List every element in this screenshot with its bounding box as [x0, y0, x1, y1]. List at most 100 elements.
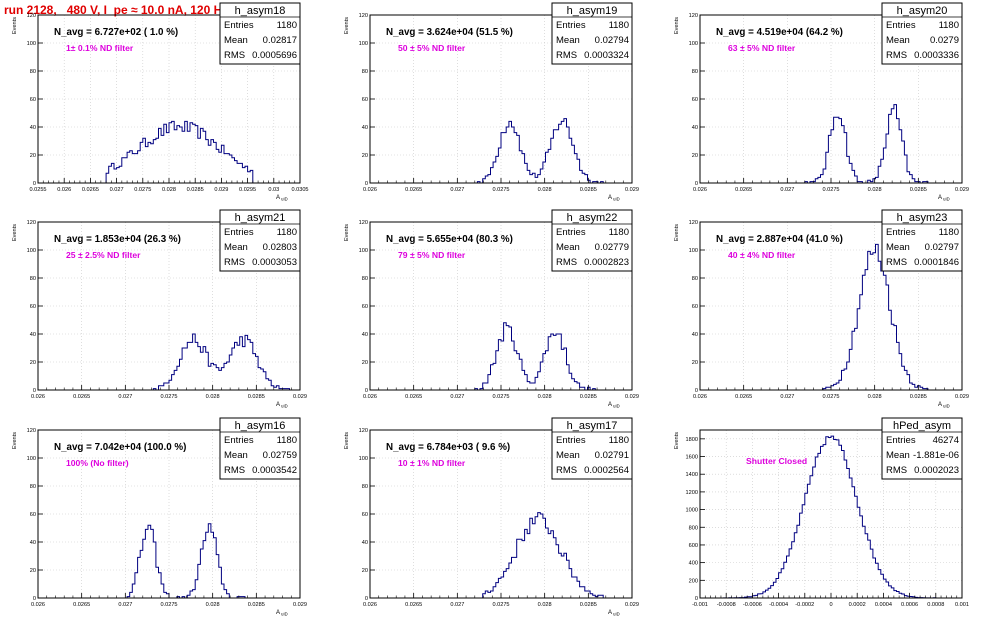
stats-value: 1180 [277, 227, 297, 238]
y-tick-label: 0 [33, 388, 36, 394]
x-tick-label: 0.0275 [822, 187, 839, 193]
x-tick-label: 0.0265 [73, 602, 90, 608]
x-tick-label: 0.0004 [875, 602, 892, 608]
y-tick-label: 120 [359, 428, 368, 434]
y-tick-label: 120 [27, 13, 36, 19]
stats-value: 0.02794 [595, 35, 629, 46]
x-tick-label: 0.0305 [291, 187, 308, 193]
stats-key: RMS [886, 465, 907, 476]
y-tick-label: 20 [30, 360, 36, 366]
y-tick-label: 40 [30, 125, 36, 131]
x-tick-label: 0.0285 [910, 187, 927, 193]
navg-label: N_avg = 5.655e+04 (80.3 %) [386, 234, 513, 245]
y-tick-label: 40 [362, 332, 368, 338]
histogram-pad-h_asym18: 0.0255 0.026 0.0265 0.027 0.0275 0.028 0.0285 0… [12, 2, 309, 202]
y-tick-label: 40 [362, 125, 368, 131]
y-axis-label: Events [674, 432, 680, 449]
y-tick-label: 600 [689, 543, 698, 549]
y-axis-label: Events [12, 17, 18, 34]
x-tick-label: 0.0295 [239, 187, 256, 193]
x-tick-label: 0.0002 [849, 602, 866, 608]
x-tick-label: 0.0285 [248, 394, 265, 400]
y-tick-label: 60 [30, 97, 36, 103]
y-tick-label: 100 [359, 41, 368, 47]
x-tick-label: 0.0265 [405, 602, 422, 608]
x-tick-label: 0.029 [625, 602, 639, 608]
x-tick-label: 0.0285 [580, 394, 597, 400]
y-tick-label: 60 [30, 304, 36, 310]
x-tick-label: 0.0285 [580, 187, 597, 193]
y-tick-label: 80 [362, 276, 368, 282]
histogram-pad-h_asym22: 0.026 0.0265 0.027 0.0275 0.028 0.0285 0.029 0 2… [344, 209, 639, 409]
stats-value: 0.0003053 [252, 257, 297, 268]
navg-label: N_avg = 3.624e+04 (51.5 %) [386, 27, 513, 38]
stats-box [881, 417, 963, 480]
stats-value: 0.0001846 [914, 257, 959, 268]
x-tick-label: 0.0265 [405, 187, 422, 193]
y-tick-label: 80 [362, 484, 368, 490]
x-tick-label: 0.027 [118, 602, 132, 608]
y-tick-label: 100 [359, 456, 368, 462]
stats-key: Entries [556, 435, 586, 446]
y-tick-label: 100 [27, 41, 36, 47]
y-tick-label: 400 [689, 561, 698, 567]
y-axis-label: Events [344, 17, 350, 34]
y-axis-label: Events [674, 17, 680, 34]
y-tick-label: 20 [692, 360, 698, 366]
x-tick-label: 0.0265 [82, 187, 99, 193]
y-tick-label: 80 [362, 69, 368, 75]
y-tick-label: 80 [692, 276, 698, 282]
stats-box [219, 417, 301, 480]
histogram-name: h_asym16 [235, 420, 286, 432]
stats-key: Entries [224, 227, 254, 238]
histogram-name: h_asym22 [567, 212, 618, 224]
stats-key: RMS [556, 465, 577, 476]
x-tick-label: 0.026 [363, 394, 377, 400]
y-tick-label: 0 [695, 181, 698, 187]
stats-key: Entries [556, 227, 586, 238]
stats-key: Mean [556, 242, 580, 253]
y-tick-label: 0 [365, 181, 368, 187]
y-tick-label: 120 [27, 428, 36, 434]
histogram-pad-h_asym17: 0.026 0.0265 0.027 0.0275 0.028 0.0285 0.029 0 2… [344, 417, 639, 617]
y-tick-label: 100 [689, 41, 698, 47]
filter-label: 40 ± 4% ND filter [728, 250, 796, 260]
y-tick-label: 40 [30, 540, 36, 546]
stats-key: Entries [224, 20, 254, 31]
y-tick-label: 100 [689, 248, 698, 254]
x-tick-label: -0.0008 [717, 602, 736, 608]
y-axis-label: Events [12, 224, 18, 241]
y-tick-label: 40 [362, 540, 368, 546]
stats-value: 0.02817 [263, 35, 297, 46]
x-tick-label: 0.026 [31, 394, 45, 400]
y-tick-label: 800 [689, 525, 698, 531]
x-tick-label: 0.029 [214, 187, 228, 193]
x-tick-label: 0 [829, 602, 832, 608]
x-tick-label: 0.0255 [29, 187, 46, 193]
stats-key: Entries [556, 20, 586, 31]
histogram-line [370, 322, 632, 391]
navg-label: N_avg = 6.784e+03 ( 9.6 %) [386, 442, 510, 453]
y-tick-label: 200 [689, 578, 698, 584]
stats-key: RMS [556, 257, 577, 268]
x-tick-label: 0.028 [538, 187, 552, 193]
y-tick-label: 120 [689, 220, 698, 226]
x-tick-label: 0.028 [868, 187, 882, 193]
histogram-name: h_asym18 [235, 5, 286, 17]
y-tick-label: 80 [692, 69, 698, 75]
stats-value: 0.0003324 [584, 50, 629, 61]
histogram-line [700, 435, 962, 599]
stats-key: Mean [224, 35, 248, 46]
stats-key: Entries [886, 435, 916, 446]
x-tick-label: 0.026 [693, 394, 707, 400]
stats-value: 46274 [933, 435, 959, 446]
stats-value: 0.02803 [263, 242, 297, 253]
x-tick-label: 0.0275 [492, 187, 509, 193]
x-tick-label: 0.0265 [405, 394, 422, 400]
stats-value: 1180 [609, 227, 629, 238]
x-tick-label: 0.0275 [492, 394, 509, 400]
stats-key: RMS [224, 50, 245, 61]
y-tick-label: 60 [692, 97, 698, 103]
y-tick-label: 0 [695, 596, 698, 602]
stats-value: 0.0002023 [914, 465, 959, 476]
